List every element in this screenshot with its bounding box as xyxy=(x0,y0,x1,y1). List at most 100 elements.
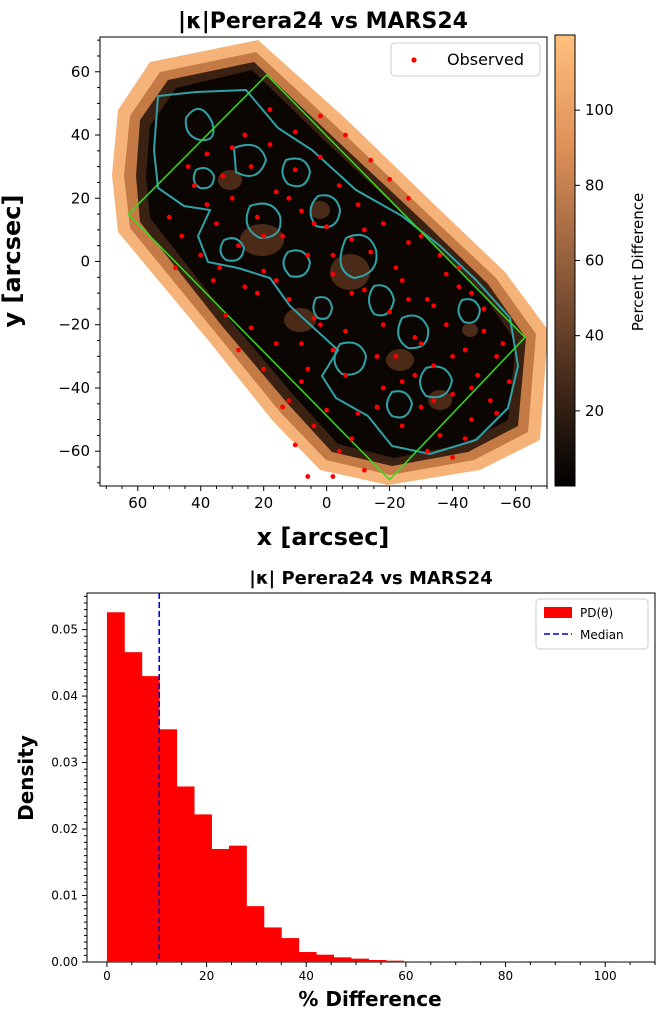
observed-point xyxy=(286,195,292,201)
hist-xlabel: % Difference xyxy=(298,987,441,1011)
observed-point xyxy=(280,233,285,239)
hist-bar xyxy=(351,958,369,962)
observed-point xyxy=(450,391,455,397)
hist-xtick-label: 100 xyxy=(594,969,617,983)
observed-point xyxy=(450,354,455,359)
observed-point xyxy=(431,303,437,309)
observed-point xyxy=(229,145,235,151)
observed-point xyxy=(481,306,487,312)
map-ylabel: y [arcsec] xyxy=(0,195,26,328)
map-ticks: 60 40 20 0 −20 −40 −60 60 40 20 0 −20 −40 −60 xyxy=(58,39,548,512)
hist-bar xyxy=(106,612,125,962)
map-panel: |κ|Perera24 vs MARS24 xyxy=(0,9,647,551)
observed-point xyxy=(214,221,219,227)
observed-point xyxy=(380,322,386,328)
map-xtick-label: −20 xyxy=(374,494,406,512)
observed-point xyxy=(362,467,367,473)
hist-xtick-label: 80 xyxy=(498,969,513,983)
colorbar-ticks: 20 40 60 80 100 xyxy=(575,101,614,420)
observed-point xyxy=(292,167,298,173)
observed-point xyxy=(223,312,229,318)
observed-point xyxy=(456,284,462,290)
observed-point xyxy=(343,372,348,378)
observed-point xyxy=(273,278,279,283)
hist-ytick-label: 0.00 xyxy=(51,955,78,969)
hist-bar xyxy=(211,848,230,962)
observed-point xyxy=(273,341,279,347)
hist-xtick-label: 0 xyxy=(103,969,111,983)
observed-point xyxy=(299,341,304,347)
hist-bar xyxy=(263,927,282,962)
hist-bar xyxy=(508,961,526,962)
observed-point xyxy=(387,309,392,315)
observed-point xyxy=(399,278,405,283)
observed-point xyxy=(450,455,455,460)
observed-point xyxy=(261,366,267,372)
hist-bar xyxy=(420,961,439,962)
observed-point xyxy=(481,328,487,334)
observed-point xyxy=(399,379,405,385)
observed-point xyxy=(305,474,311,479)
map-ytick-label: −60 xyxy=(58,442,90,460)
observed-point xyxy=(437,252,443,258)
observed-point xyxy=(286,398,292,403)
hist-bar xyxy=(612,961,631,962)
observed-point xyxy=(311,316,317,321)
hist-bar xyxy=(368,960,387,962)
observed-point xyxy=(198,252,204,258)
observed-point xyxy=(318,113,323,119)
map-xtick-label: 0 xyxy=(322,494,332,512)
observed-point xyxy=(362,227,367,233)
observed-point xyxy=(318,154,323,160)
hist-bar xyxy=(333,957,352,962)
hist-ytick-label: 0.02 xyxy=(51,822,78,836)
colorbar-tick-label: 20 xyxy=(585,402,604,420)
hist-bar xyxy=(176,786,195,962)
observed-points xyxy=(166,107,512,479)
observed-point xyxy=(349,436,355,441)
map-ytick-label: 20 xyxy=(71,189,90,207)
map-contours xyxy=(152,88,520,456)
legend-observed-marker xyxy=(411,57,417,63)
observed-point xyxy=(425,448,430,454)
observed-point xyxy=(292,129,298,135)
observed-point xyxy=(487,398,493,403)
observed-point xyxy=(475,372,481,378)
hist-bar xyxy=(560,961,579,962)
hist-bar xyxy=(438,961,457,962)
observed-point xyxy=(192,183,197,189)
colorbar-gradient xyxy=(554,34,576,487)
observed-point xyxy=(311,221,317,227)
hist-title: |κ| Perera24 vs MARS24 xyxy=(249,568,492,589)
hist-panel: |κ| Perera24 vs MARS24 0 20 40 60 80 1000.000… xyxy=(14,568,656,1011)
observed-point xyxy=(220,173,226,179)
map-title: |κ|Perera24 vs MARS24 xyxy=(178,9,468,34)
observed-point xyxy=(336,183,342,189)
map-ytick-label: 40 xyxy=(71,126,90,144)
colorbar: 20 40 60 80 100 Percent Difference xyxy=(554,34,647,487)
observed-point xyxy=(179,233,185,239)
observed-point xyxy=(380,221,386,227)
observed-point xyxy=(406,195,411,201)
observed-point xyxy=(330,252,336,258)
observed-point xyxy=(311,423,317,429)
map-xtick-label: −40 xyxy=(437,494,469,512)
observed-point xyxy=(330,271,336,277)
hist-ticks: 0 20 40 60 80 100 0.00 0.01 0.02 0.03 0.04 0.05 xyxy=(51,595,656,983)
observed-point xyxy=(456,265,462,271)
observed-point xyxy=(506,379,512,385)
hist-xtick-label: 40 xyxy=(299,969,314,983)
observed-point xyxy=(469,385,474,391)
hist-bar xyxy=(194,814,212,962)
observed-point xyxy=(261,233,267,239)
hist-bar xyxy=(316,954,335,962)
observed-point xyxy=(500,341,506,347)
observed-point xyxy=(217,265,223,271)
hist-bar xyxy=(141,676,160,962)
map-xtick-label: 20 xyxy=(254,494,273,512)
observed-point xyxy=(299,379,304,385)
observed-point xyxy=(469,417,474,422)
map-legend-box xyxy=(390,42,541,77)
observed-point xyxy=(267,142,273,147)
